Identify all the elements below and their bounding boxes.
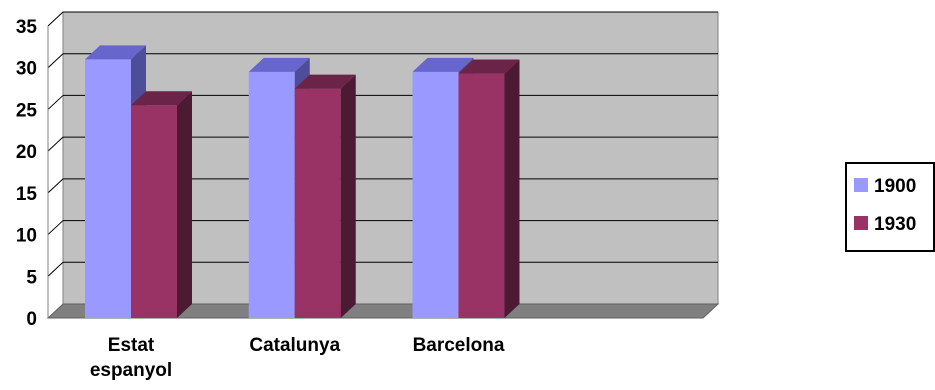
y-axis-ticks: 0 5 10 15 20 25 30 35 (16, 17, 38, 330)
y-tick-label: 10 (16, 226, 37, 247)
bar-top (131, 91, 192, 106)
bar-front (85, 59, 131, 318)
x-axis-labels: Estat espanyol Catalunya Barcelona (90, 335, 505, 381)
y-tick-label: 20 (16, 142, 37, 163)
y-tick-label: 35 (16, 17, 38, 38)
category-label: Barcelona (413, 335, 505, 356)
bar-front (131, 105, 177, 318)
gridline-side (47, 178, 64, 194)
grid-lines (47, 11, 718, 277)
bar-top (294, 74, 356, 89)
gridline-side (47, 53, 64, 69)
gridline-side (47, 11, 64, 27)
category-label: Catalunya (249, 335, 340, 356)
y-tick-label: 0 (26, 309, 37, 330)
bar-side (340, 74, 356, 318)
bar-front (458, 73, 505, 318)
legend-label: 1900 (874, 176, 916, 197)
bar-top (412, 57, 474, 72)
bar-front (248, 71, 295, 318)
bar-front (412, 71, 459, 318)
legend-swatch (854, 178, 868, 192)
legend: 1900 1930 (845, 162, 935, 252)
legend-swatch (854, 216, 868, 230)
y-tick-label: 15 (16, 184, 38, 205)
gridline-side (47, 220, 64, 235)
bar-side (177, 91, 192, 318)
y-tick-label: 5 (26, 267, 37, 288)
legend-label: 1930 (874, 214, 916, 235)
bar-1930-0 (131, 91, 192, 318)
bar-side (504, 59, 520, 318)
bar-1930-1 (294, 74, 356, 318)
category-label: Estat (108, 335, 155, 356)
bar-top (248, 57, 310, 72)
bar-1930-2 (458, 59, 520, 318)
legend-box (845, 162, 935, 252)
bar-front (294, 88, 341, 318)
gridline-side (47, 261, 64, 277)
bar-top (85, 45, 146, 60)
category-label: espanyol (90, 360, 172, 381)
y-tick-label: 25 (16, 100, 38, 121)
gridline-side (47, 136, 64, 152)
bar-top (458, 59, 520, 74)
y-tick-label: 30 (16, 59, 37, 80)
bars (85, 45, 520, 319)
gridline-side (47, 95, 64, 110)
